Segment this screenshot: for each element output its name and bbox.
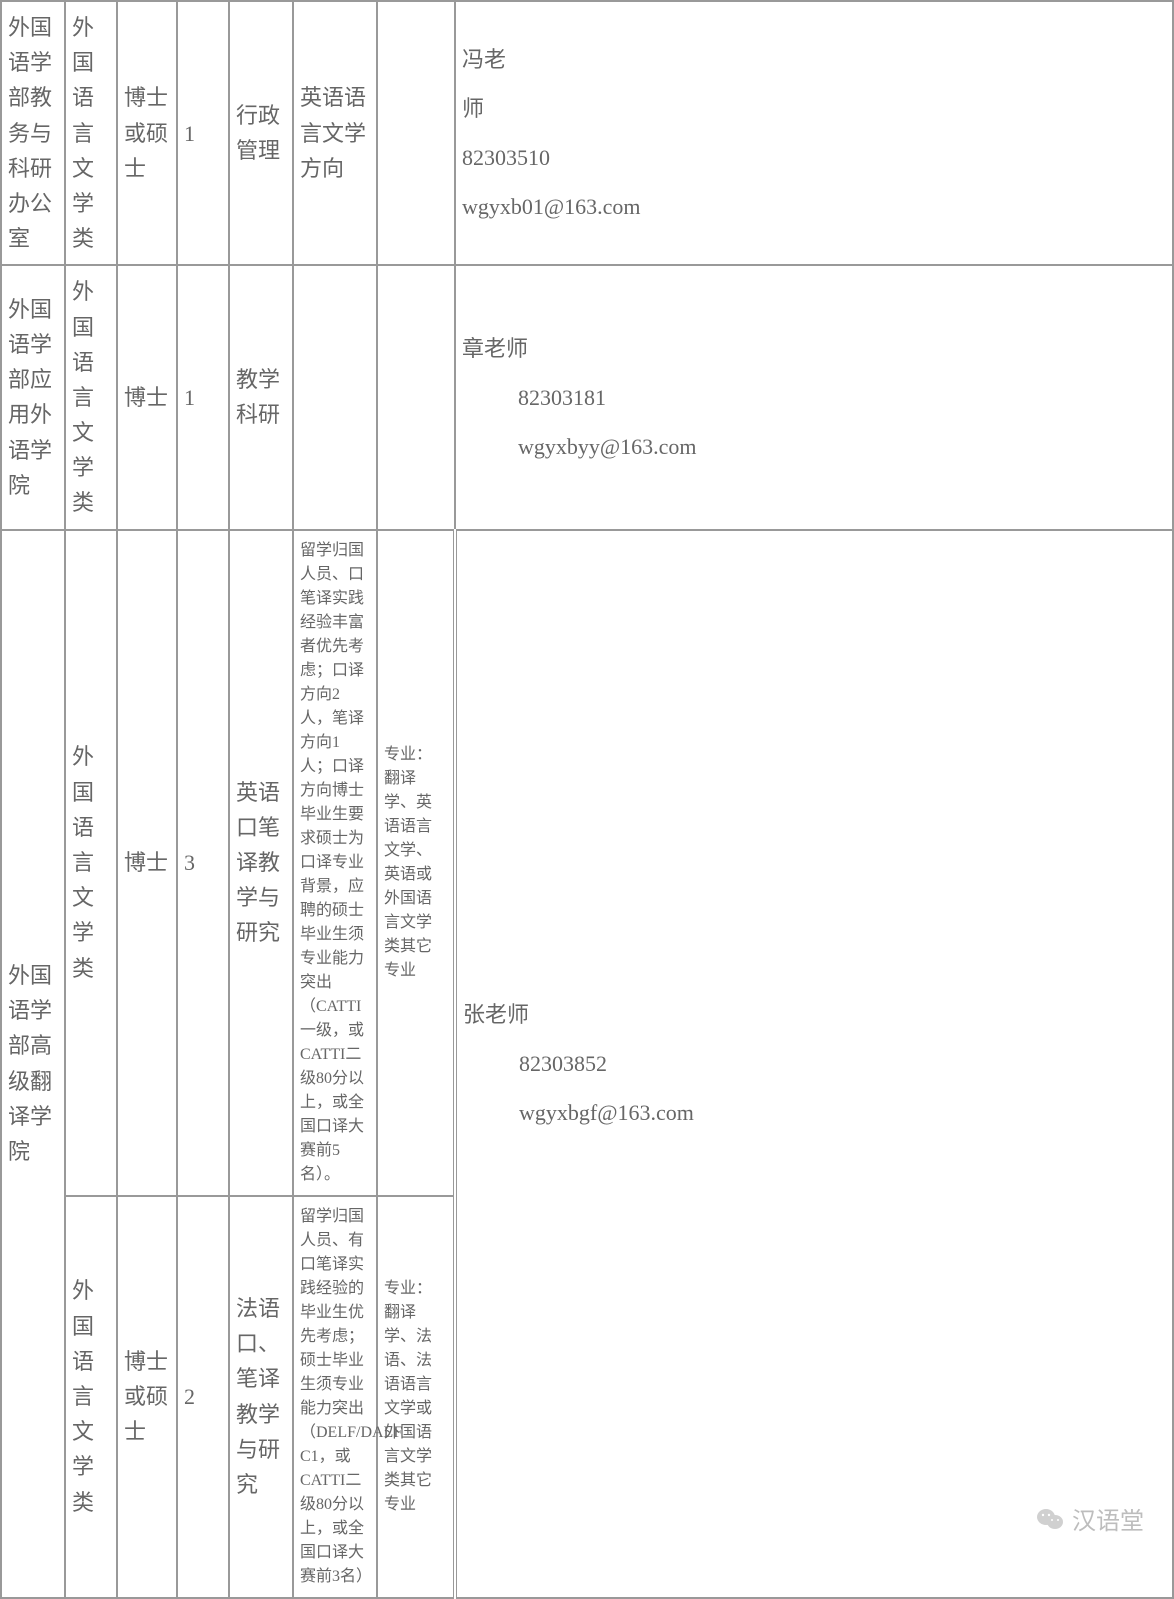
cell-degree: 博士或硕士 [117,1,177,265]
contact-phone: 82303181 [462,380,1166,415]
cell-position: 英语口笔译教学与研究 [229,530,293,1196]
contact-phone: 82303510 [462,140,1166,175]
cell-count: 1 [177,1,229,265]
cell-direction: 留学归国人员、口笔译实践经验丰富者优先考虑；口译方向2人，笔译方向1人；口译方向… [293,530,377,1196]
cell-major: 外国语言文学类 [65,1196,117,1598]
table-row: 外国语学部教务与科研办公室 外国语言文学类 博士或硕士 1 行政管理 英语语言文… [1,1,1173,265]
cell-degree: 博士 [117,530,177,1196]
recruitment-table: 外国语学部教务与科研办公室 外国语言文学类 博士或硕士 1 行政管理 英语语言文… [0,0,1174,1599]
contact-email: wgyxbgf@163.com [463,1095,1166,1130]
contact-name: 张老师 [463,997,1166,1032]
cell-position: 教学科研 [229,265,293,529]
table-row: 外国语学部应用外语学院 外国语言文学类 博士 1 教学科研 章老师 823031… [1,265,1173,529]
contact-email: wgyxb01@163.com [462,189,1166,224]
watermark-text: 汉语堂 [1072,1501,1144,1536]
cell-direction: 留学归国人员、有口笔译实践经验的毕业生优先考虑；硕士毕业生须专业能力突出（DEL… [293,1196,377,1598]
cell-requirements: 专业：翻译学、英语语言文学、英语或外国语言文学类其它专业 [377,530,455,1196]
cell-contact: 张老师 82303852 wgyxbgf@163.com [455,530,1173,1598]
contact-phone: 82303852 [463,1046,1166,1081]
cell-requirements [377,265,455,529]
cell-degree: 博士 [117,265,177,529]
cell-department: 外国语学部高级翻译学院 [1,530,65,1598]
watermark: 汉语堂 [1036,1501,1144,1536]
contact-email: wgyxbyy@163.com [462,429,1166,464]
cell-major: 外国语言文学类 [65,1,117,265]
cell-major: 外国语言文学类 [65,530,117,1196]
contact-name-line: 冯老 [462,42,1166,77]
table-row: 外国语学部高级翻译学院 外国语言文学类 博士 3 英语口笔译教学与研究 留学归国… [1,530,1173,1196]
contact-name-line: 师 [462,91,1166,126]
cell-count: 2 [177,1196,229,1598]
cell-department: 外国语学部教务与科研办公室 [1,1,65,265]
cell-direction: 英语语言文学方向 [293,1,377,265]
cell-contact: 章老师 82303181 wgyxbyy@163.com [455,265,1173,529]
contact-name: 章老师 [462,331,1166,366]
cell-position: 行政管理 [229,1,293,265]
cell-count: 3 [177,530,229,1196]
cell-direction [293,265,377,529]
cell-department: 外国语学部应用外语学院 [1,265,65,529]
cell-position: 法语口、笔译教学与研究 [229,1196,293,1598]
cell-contact: 冯老 师 82303510 wgyxb01@163.com [455,1,1173,265]
cell-requirements: 专业：翻译学、法语、法语语言文学或外国语言文学类其它专业 [377,1196,455,1598]
cell-count: 1 [177,265,229,529]
cell-degree: 博士或硕士 [117,1196,177,1598]
cell-major: 外国语言文学类 [65,265,117,529]
wechat-icon [1036,1507,1064,1531]
cell-requirements [377,1,455,265]
